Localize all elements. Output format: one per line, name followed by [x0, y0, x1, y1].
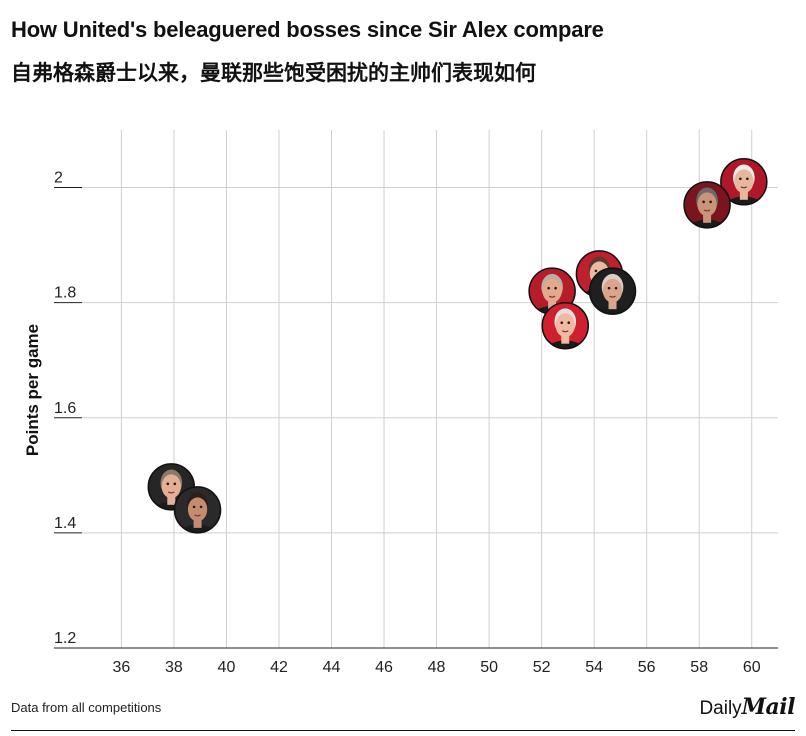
scatter-chart: 1.2 1.4 1.6 1.8 2 36 38 40 42 44 46 48 50 52 54 56 58 60 P…: [23, 130, 778, 676]
avatar-neck: [703, 212, 712, 223]
y-tick-label: 1.4: [54, 515, 76, 532]
avatar-mouth: [167, 491, 175, 494]
avatar-mouth: [194, 514, 201, 517]
avatar-mouth: [740, 186, 748, 189]
x-tick-label: 42: [270, 659, 288, 676]
avatar-shoulders: [685, 219, 729, 228]
avatar-eye: [199, 505, 203, 509]
avatar-eye: [554, 286, 557, 290]
y-tick-label: 1.8: [54, 285, 76, 302]
daily-mail-logo: DailyMail: [699, 694, 795, 720]
avatar-shoulders: [175, 524, 220, 533]
avatar-face: [697, 192, 717, 217]
avatar-ring: [683, 181, 731, 229]
x-tick-label: 50: [480, 659, 498, 676]
avatar-eye: [560, 321, 564, 324]
avatar-shoulders: [590, 305, 635, 315]
avatar-mouth: [703, 209, 711, 212]
avatar-face: [187, 497, 208, 522]
data-point-ten-hag: [589, 268, 636, 315]
y-tick-label: 1.2: [54, 630, 76, 647]
avatar-face: [555, 313, 575, 338]
x-tick-label: 44: [323, 659, 341, 676]
avatar-face: [542, 278, 562, 303]
avatar-ring: [588, 267, 637, 315]
avatar-eye: [739, 177, 742, 181]
logo-daily: Daily: [699, 698, 742, 719]
avatar-ring: [541, 301, 590, 350]
avatar-neck: [193, 517, 202, 528]
footer-rule: [11, 730, 795, 731]
y-tick-label: 2: [54, 170, 63, 187]
avatar-face: [161, 474, 181, 499]
x-tick-label: 60: [743, 659, 761, 676]
avatar-eye: [173, 482, 177, 486]
avatar-neck: [739, 189, 748, 200]
avatar-eye: [567, 321, 571, 324]
avatar-eye: [614, 286, 618, 290]
x-tick-label: 46: [375, 659, 393, 676]
avatar-mouth: [548, 295, 556, 298]
avatar-face: [734, 169, 754, 194]
avatar-eye: [746, 177, 749, 181]
x-tick-label: 52: [533, 659, 551, 676]
data-point-mourinho: [684, 181, 731, 228]
chart-subtitle: 自弗格森爵士以来，曼联那些饱受困扰的主帅们表现如何: [11, 61, 536, 85]
x-tick-label: 56: [638, 659, 656, 676]
data-point-amorim: [174, 486, 221, 533]
avatar-eye: [192, 505, 196, 509]
x-tick-label: 38: [165, 659, 183, 676]
avatar-eye: [702, 200, 705, 204]
x-tick-label: 58: [690, 659, 708, 676]
avatar-eye: [607, 286, 611, 290]
x-tick-label: 48: [428, 659, 446, 676]
avatar-mouth: [609, 295, 616, 298]
chart-title: How United's beleaguered bosses since Si…: [11, 17, 604, 42]
avatar-ring: [173, 486, 222, 534]
avatar-shoulders: [543, 340, 588, 349]
avatar-neck: [548, 299, 557, 310]
avatar-eye: [594, 269, 598, 273]
avatar-eye: [547, 286, 550, 290]
x-tick-label: 36: [112, 659, 130, 676]
data-source-note: Data from all competitions: [11, 700, 162, 715]
avatar-ring: [720, 158, 768, 206]
avatar-neck: [167, 494, 176, 505]
avatar-mouth: [561, 330, 569, 333]
avatar-neck: [561, 333, 570, 344]
avatar-face: [602, 278, 623, 303]
x-tick-label: 54: [585, 659, 603, 676]
x-tick-label: 40: [218, 659, 236, 676]
y-axis-title: Points per game: [23, 324, 42, 456]
avatar-neck: [608, 299, 617, 310]
avatar-eye: [709, 200, 712, 204]
avatar-eye: [166, 482, 170, 486]
logo-mail: Mail: [741, 694, 796, 720]
y-tick-label: 1.6: [54, 400, 76, 417]
data-point-moyes: [542, 302, 589, 349]
